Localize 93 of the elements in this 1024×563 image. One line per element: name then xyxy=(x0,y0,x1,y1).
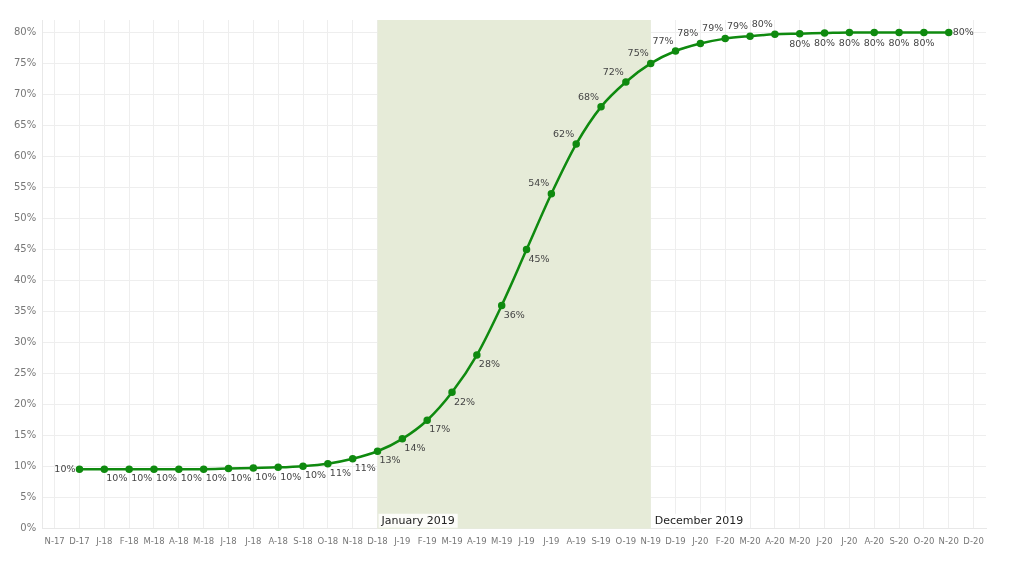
x-tick-label: O-18 xyxy=(317,536,339,547)
x-tick-label: S-18 xyxy=(293,536,313,547)
x-tick-label: N-18 xyxy=(342,536,363,547)
data-label: 10% xyxy=(230,471,252,483)
data-label: 80% xyxy=(863,36,885,48)
y-tick-label: 15% xyxy=(13,429,37,441)
data-label: 80% xyxy=(913,36,935,48)
data-label: 68% xyxy=(577,90,600,102)
x-tick-label: O-20 xyxy=(913,536,935,547)
data-label: 75% xyxy=(627,47,649,59)
y-tick-label: 25% xyxy=(13,367,37,379)
data-label: 80% xyxy=(838,36,860,48)
x-tick-label: D-19 xyxy=(665,536,686,547)
data-label: 80% xyxy=(789,37,811,49)
y-tick-label: 20% xyxy=(13,398,37,410)
annotation: January 2019 xyxy=(380,514,455,528)
x-tick-label: M-18 xyxy=(193,536,215,547)
x-tick-label: J-20 xyxy=(815,536,833,547)
data-label: 80% xyxy=(952,25,974,37)
x-tick-label: J-19 xyxy=(517,536,535,547)
data-label: 80% xyxy=(751,17,773,29)
x-tick-label: J-20 xyxy=(691,536,709,547)
x-tick-label: N-20 xyxy=(938,536,959,547)
x-tick-label: D-18 xyxy=(367,536,388,547)
data-label: 22% xyxy=(454,395,476,407)
data-label: 78% xyxy=(677,27,699,39)
data-label: 11% xyxy=(329,466,351,478)
x-tick-label: N-17 xyxy=(44,536,65,547)
data-label: 10% xyxy=(106,472,128,484)
y-tick-label: 55% xyxy=(13,181,37,193)
x-tick-label: S-20 xyxy=(889,536,909,547)
data-label: 13% xyxy=(379,454,401,466)
data-label: 79% xyxy=(726,19,749,31)
x-tick-label: M-19 xyxy=(441,536,463,547)
x-tick-label: A-18 xyxy=(169,536,189,547)
data-label: 80% xyxy=(888,36,910,48)
data-label: 28% xyxy=(478,358,500,370)
data-label: 79% xyxy=(702,22,724,34)
data-label: 72% xyxy=(602,65,624,77)
x-tick-label: F-19 xyxy=(417,536,437,547)
x-tick-label: N-19 xyxy=(640,536,661,547)
x-tick-label: J-18 xyxy=(244,536,262,547)
data-label: 10% xyxy=(180,472,202,484)
x-tick-label: J-18 xyxy=(95,536,113,547)
data-label: 80% xyxy=(814,37,836,49)
x-tick-label: J-18 xyxy=(219,536,237,547)
data-label: 14% xyxy=(404,442,426,454)
y-tick-label: 10% xyxy=(13,460,37,472)
y-tick-label: 30% xyxy=(13,336,37,348)
y-tick-label: 80% xyxy=(13,26,37,37)
x-tick-label: J-19 xyxy=(542,536,560,547)
data-label: 10% xyxy=(305,469,327,481)
x-tick-label: J-20 xyxy=(840,536,858,547)
data-label: 10% xyxy=(155,472,178,484)
y-tick-label: 40% xyxy=(13,274,37,286)
y-tick-label: 50% xyxy=(13,212,37,224)
annotation: December 2019 xyxy=(654,514,744,528)
data-label: 11% xyxy=(354,461,376,473)
data-label: 10% xyxy=(54,462,76,474)
x-tick-label: M-19 xyxy=(491,536,513,547)
data-label: 62% xyxy=(553,127,575,139)
x-tick-label: A-20 xyxy=(864,536,884,547)
x-tick-label: D-17 xyxy=(69,536,90,547)
x-tick-label: O-19 xyxy=(615,536,637,547)
y-tick-label: 75% xyxy=(13,57,37,69)
x-tick-label: S-19 xyxy=(591,536,611,547)
y-tick-label: 35% xyxy=(13,305,37,317)
x-tick-label: M-20 xyxy=(739,536,761,547)
data-label: 10% xyxy=(131,472,153,484)
x-tick-label: A-20 xyxy=(765,536,785,547)
data-label: 45% xyxy=(528,252,550,264)
y-tick-label: 60% xyxy=(13,150,37,162)
x-tick-label: F-18 xyxy=(119,536,139,547)
y-tick-label: 45% xyxy=(13,243,37,255)
data-label: 10% xyxy=(205,472,227,484)
x-tick-label: A-19 xyxy=(467,536,487,547)
data-label: 54% xyxy=(528,177,550,189)
y-tick-label: 5% xyxy=(20,491,37,503)
y-tick-label: 70% xyxy=(13,88,37,100)
x-tick-label: M-18 xyxy=(143,536,165,547)
x-tick-label: J-19 xyxy=(393,536,411,547)
data-label: 36% xyxy=(503,308,525,320)
x-tick-label: D-20 xyxy=(963,536,984,547)
x-tick-label: A-18 xyxy=(268,536,288,547)
data-label: 10% xyxy=(280,470,302,482)
data-label: 77% xyxy=(652,34,674,46)
data-label: 10% xyxy=(255,471,277,483)
x-tick-label: M-20 xyxy=(789,536,811,547)
y-tick-label: 65% xyxy=(13,119,37,131)
x-tick-label: A-19 xyxy=(566,536,586,547)
x-tick-label: F-20 xyxy=(715,536,735,547)
data-label: 17% xyxy=(429,423,451,435)
y-tick-label: 0% xyxy=(20,522,37,534)
